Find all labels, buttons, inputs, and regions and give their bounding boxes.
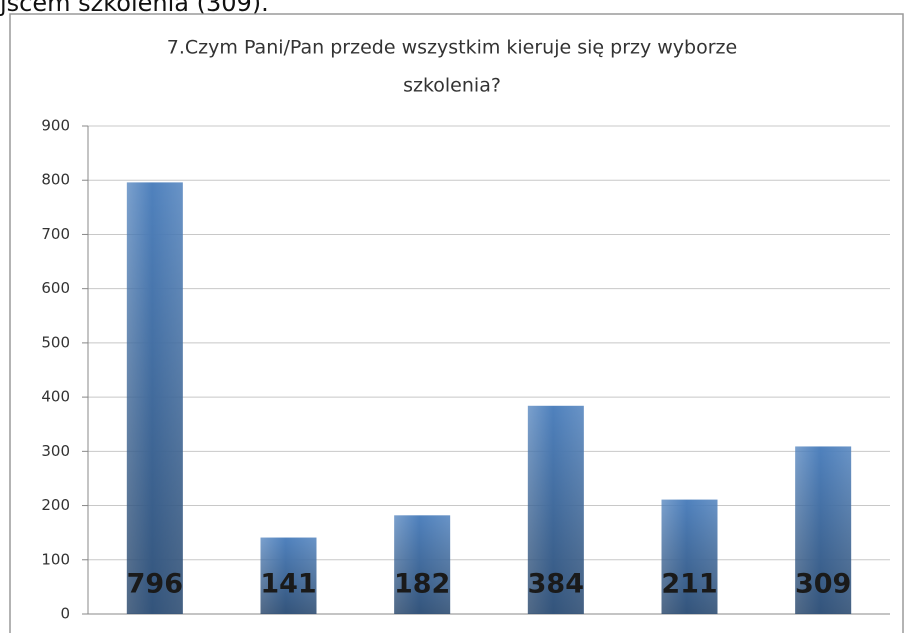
y-tick-label: 300 [41,442,70,460]
y-tick-label: 700 [41,225,70,243]
data-label: 384 [528,569,584,600]
y-tick-label: 400 [41,388,70,406]
data-label: 141 [260,569,316,600]
data-label: 211 [661,569,717,600]
y-tick-label: 600 [41,279,70,297]
bar-shade [394,515,451,614]
y-tick-label: 200 [41,496,70,514]
header-text: jscem szkolenia (309). [0,0,269,17]
chart-title: 7.Czym Pani/Pan przede wszystkim kieruje… [167,37,737,59]
data-label: 796 [127,569,183,600]
data-label: 182 [394,569,450,600]
y-tick-label: 800 [41,171,70,189]
y-tick-label: 900 [41,117,70,135]
bar-shade [527,405,584,614]
chart-frame [9,13,904,633]
bar-shade [260,537,317,614]
y-tick-label: 500 [41,333,70,351]
bar-shade [795,446,852,614]
data-label: 309 [795,569,851,600]
y-tick-label: 100 [41,550,70,568]
y-tick-label: 0 [60,605,70,623]
bar-shade [661,499,718,614]
bar-shade [126,182,183,614]
chart-title-line2: szkolenia? [403,75,501,97]
